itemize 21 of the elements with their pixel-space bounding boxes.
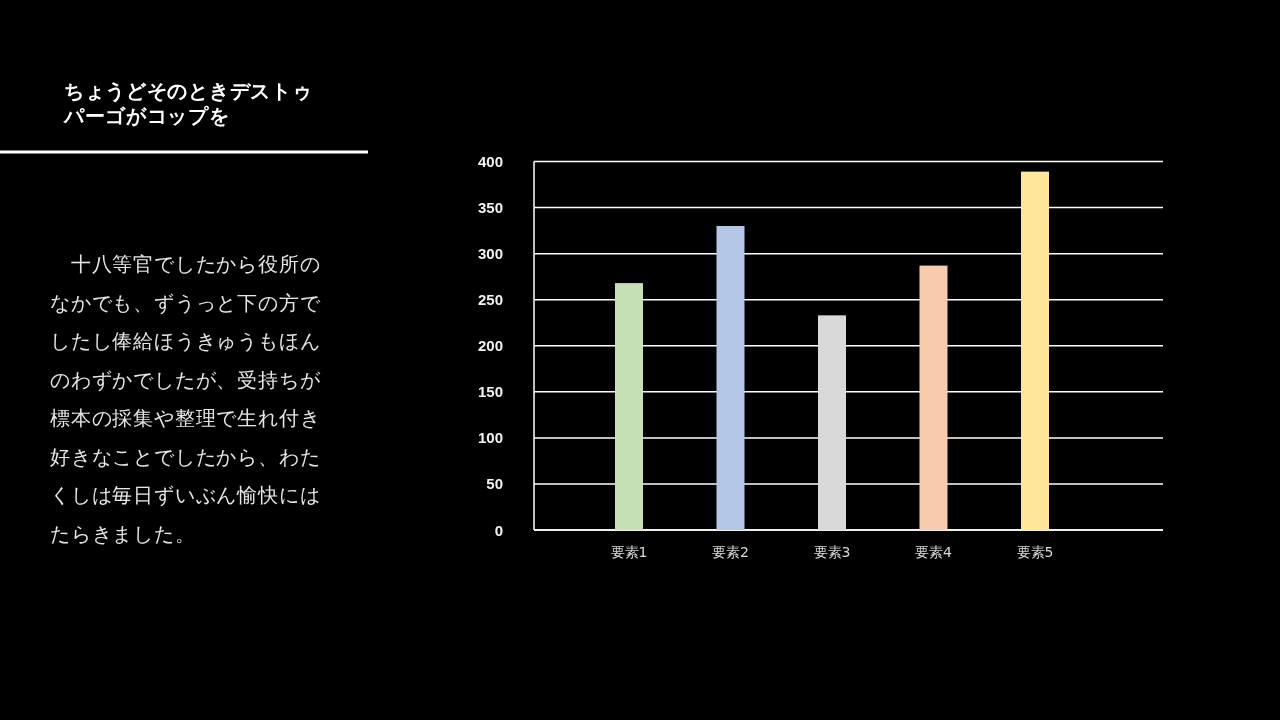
x-tick-label: 要素4	[915, 544, 953, 560]
y-tick-label: 150	[477, 383, 503, 401]
x-tick-label: 要素2	[712, 544, 749, 560]
y-tick-label: 250	[477, 291, 503, 309]
x-tick-label: 要素5	[1016, 544, 1054, 560]
bar	[818, 315, 846, 530]
y-tick-label: 300	[477, 245, 503, 263]
y-tick-label: 100	[477, 429, 503, 447]
x-tick-label: 要素1	[610, 544, 648, 560]
bar	[1021, 171, 1049, 530]
y-tick-label: 350	[477, 199, 503, 217]
y-tick-label: 400	[477, 153, 503, 170]
text: ちょうどそのときデストゥパーゴがコップを	[64, 79, 314, 129]
bar	[716, 225, 745, 530]
y-tick-label: 50	[486, 475, 503, 493]
text: 十八等官でしたから役所のなかでも、ずうっと下の方でしたし俸給ほうきゅうもほんのわずかでしたが、受持ちが標本の採集や整理で生れ付き好きなことでしたから、わたくしは毎日ずいぶん愉快にはたらきました。	[50, 251, 322, 548]
bar	[919, 265, 948, 530]
bar	[615, 283, 643, 530]
x-tick-label: 要素3	[813, 544, 851, 560]
y-tick-label: 200	[477, 337, 503, 355]
y-tick-label: 0	[494, 521, 503, 539]
